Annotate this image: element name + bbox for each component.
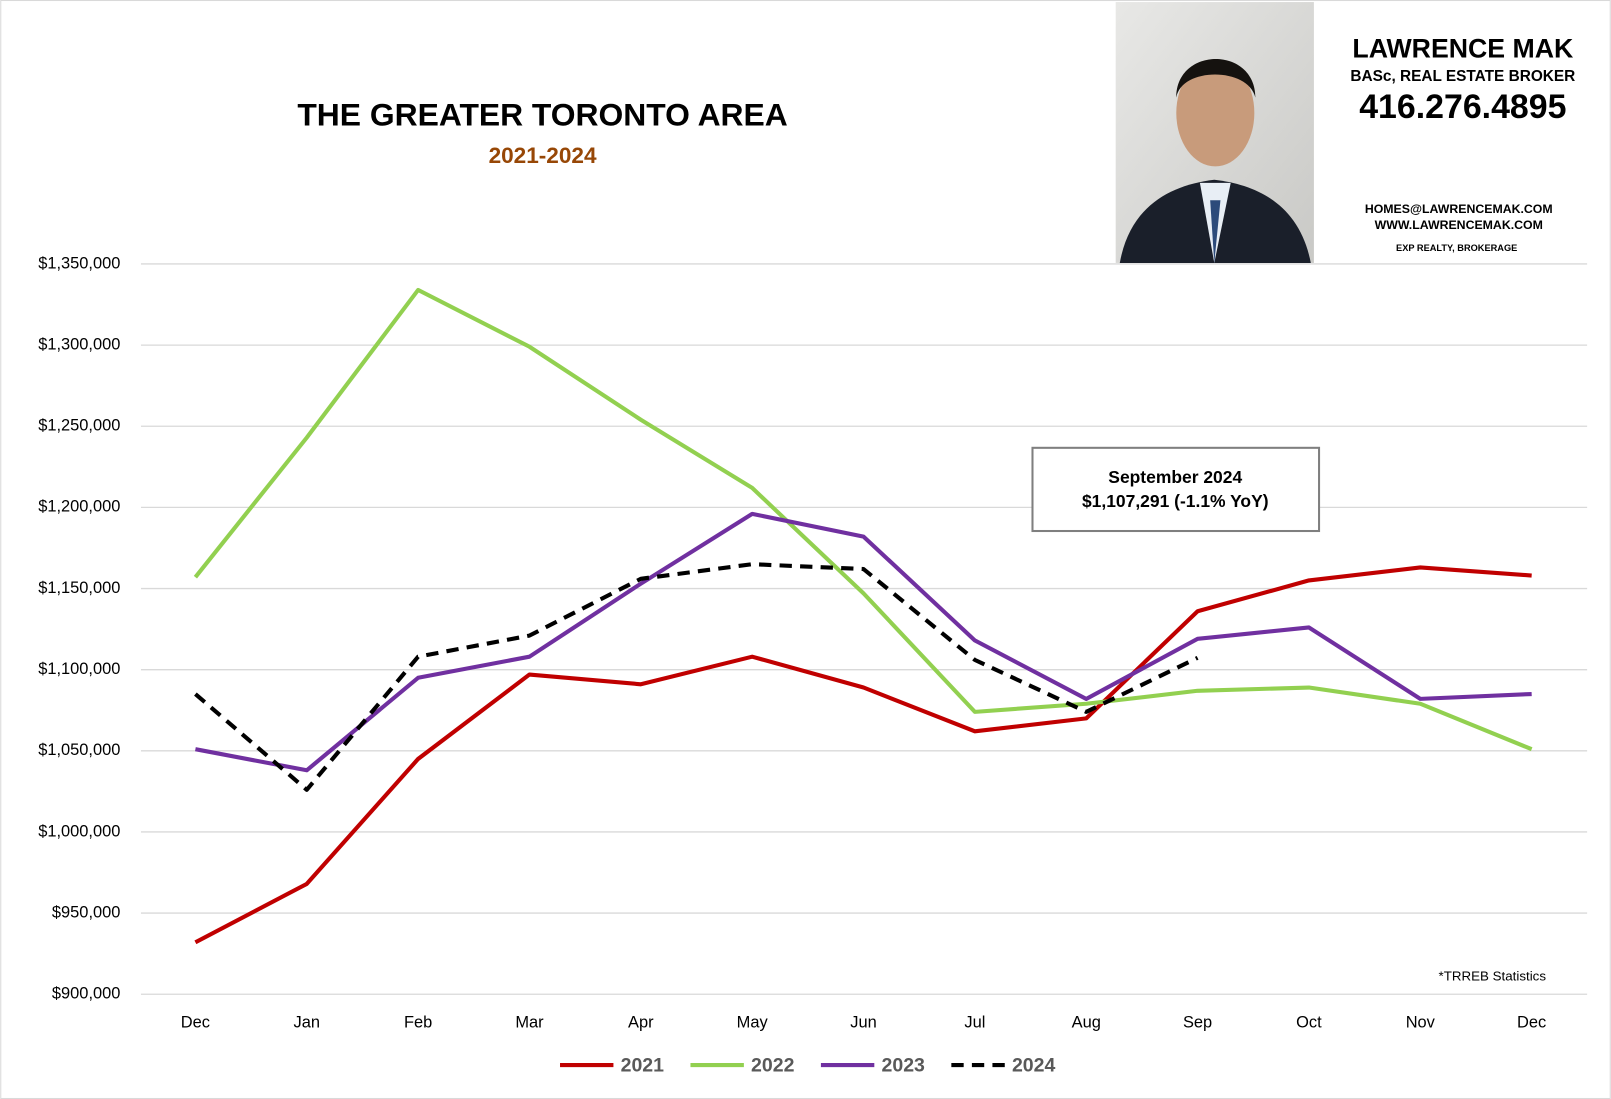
legend-label: 2024 [1012,1054,1056,1076]
x-tick-label: Nov [1406,1013,1436,1031]
contact-name: LAWRENCE MAK [1352,33,1574,63]
legend-label: 2022 [751,1054,795,1076]
contact-credentials: BASc, REAL ESTATE BROKER [1350,68,1575,85]
contact-phone: 416.276.4895 [1359,88,1566,126]
photo [1115,2,1314,263]
y-tick-label: $950,000 [52,903,120,921]
annotation-box [1031,446,1321,533]
x-tick-label: Dec [181,1013,210,1031]
contact-website: WWW.LAWRENCEMAK.COM [1375,218,1543,232]
x-tick-label: Oct [1296,1013,1322,1031]
y-tick-label: $1,050,000 [38,741,120,759]
annotation-text: $1,107,291 (-1.1% YoY) [1082,491,1269,511]
annotation-text: September 2024 [1108,467,1242,487]
y-tick-label: $1,000,000 [38,822,120,840]
series-line [193,287,1533,752]
series-line [194,565,1532,945]
series-line [195,511,1532,773]
x-tick-label: Apr [628,1013,654,1031]
legend-label: 2021 [621,1054,665,1076]
y-tick-label: $1,100,000 [38,660,120,678]
x-tick-label: Jan [294,1013,320,1031]
y-tick-label: $1,350,000 [38,254,120,272]
x-tick-label: May [737,1013,769,1031]
y-tick-label: $900,000 [52,985,120,1003]
contact-email: HOMES@LAWRENCEMAK.COM [1365,202,1553,216]
legend-label: 2023 [882,1054,926,1076]
y-tick-label: $1,150,000 [38,579,120,597]
contact-brokerage: EXP REALTY, BROKERAGE [1396,243,1517,253]
chart-title: THE GREATER TORONTO AREA [297,96,787,132]
chart-subtitle: 2021-2024 [489,143,597,168]
y-tick-label: $1,300,000 [38,335,120,353]
x-tick-label: Dec [1517,1013,1546,1031]
source-note: *TRREB Statistics [1439,968,1547,983]
y-tick-label: $1,250,000 [38,417,120,435]
x-tick-label: Aug [1072,1013,1101,1031]
x-tick-label: Jul [964,1013,985,1031]
x-tick-label: Mar [515,1013,544,1031]
x-tick-label: Jun [850,1013,876,1031]
plot-area: $900,000 $950,000 $1,000,000 $1,050,000 $1,1… [38,254,1588,1076]
x-tick-label: Feb [404,1013,432,1031]
series-line [194,562,1199,792]
x-tick-label: Sep [1183,1013,1212,1031]
y-tick-label: $1,200,000 [38,498,120,516]
